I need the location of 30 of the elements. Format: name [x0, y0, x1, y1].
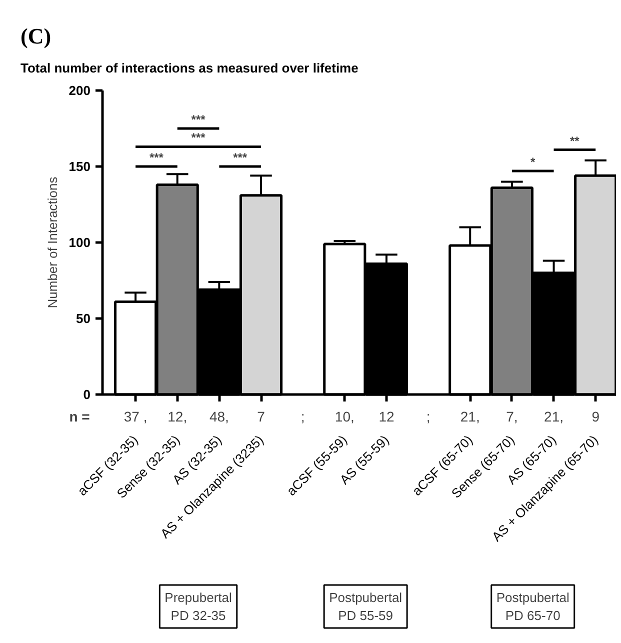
text: 37 ,	[124, 408, 148, 424]
y-axis-title: Number of Interactions	[44, 176, 60, 308]
y-tick-label: 100	[68, 235, 91, 250]
text: ;	[426, 408, 430, 424]
text: 9	[592, 408, 600, 424]
annotation: *	[530, 155, 536, 170]
text: 7,	[506, 408, 518, 424]
text: 48,	[209, 408, 229, 424]
annotation: ***	[233, 150, 248, 164]
y-tick-label: 0	[83, 387, 91, 402]
y-tick-label: 200	[68, 83, 91, 98]
y-tick-label: 50	[76, 311, 91, 326]
text: Prepubertal PD 32-35	[164, 590, 232, 623]
text: 21,	[544, 408, 564, 424]
text: 12,	[168, 408, 188, 424]
text: Postpubertal PD 55-59	[329, 590, 402, 623]
text: 7	[257, 408, 266, 424]
annotation: ***	[191, 112, 206, 126]
annotation: **	[570, 134, 580, 148]
annotation: ***	[191, 130, 206, 145]
text: 10,	[334, 408, 354, 424]
y-tick-label: 150	[68, 159, 91, 174]
text: n =	[69, 408, 90, 424]
annotation: ***	[149, 150, 164, 164]
text: 12	[378, 408, 394, 424]
chart-title: (C)	[20, 24, 52, 48]
text: ;	[300, 408, 305, 424]
text: 21,	[460, 408, 480, 424]
text: Postpubertal PD 65-70	[496, 590, 570, 623]
chart-subtitle: Total number of interactions as measured over lifetime	[20, 60, 358, 76]
